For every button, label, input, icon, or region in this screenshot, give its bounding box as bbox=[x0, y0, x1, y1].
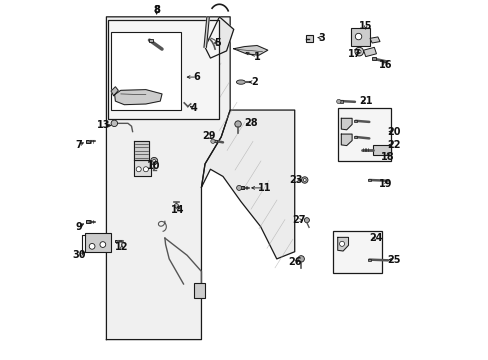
Text: 12: 12 bbox=[115, 242, 128, 252]
Circle shape bbox=[234, 121, 241, 127]
Circle shape bbox=[136, 167, 141, 172]
Circle shape bbox=[111, 120, 117, 127]
Bar bbox=[85, 233, 110, 252]
Text: 24: 24 bbox=[369, 233, 383, 243]
Bar bbox=[353, 120, 356, 122]
Bar bbox=[367, 179, 370, 181]
Text: 15: 15 bbox=[358, 21, 372, 31]
Text: 30: 30 bbox=[73, 250, 86, 260]
Text: 22: 22 bbox=[387, 140, 400, 150]
Bar bbox=[305, 35, 313, 41]
Text: 20: 20 bbox=[387, 127, 400, 136]
Text: 8: 8 bbox=[153, 5, 160, 15]
Text: 13: 13 bbox=[97, 121, 110, 130]
Text: 14: 14 bbox=[171, 206, 184, 216]
Text: 1: 1 bbox=[253, 52, 260, 62]
Text: 7: 7 bbox=[75, 140, 82, 150]
Polygon shape bbox=[111, 87, 118, 96]
Text: 21: 21 bbox=[359, 96, 372, 106]
Text: 6: 6 bbox=[193, 72, 200, 82]
Text: 28: 28 bbox=[244, 118, 257, 128]
Circle shape bbox=[357, 50, 360, 53]
Text: 11: 11 bbox=[257, 183, 270, 193]
Bar bbox=[111, 32, 181, 110]
Polygon shape bbox=[341, 118, 351, 130]
Polygon shape bbox=[115, 90, 162, 105]
Text: 3: 3 bbox=[318, 33, 325, 42]
Bar bbox=[148, 39, 153, 41]
Bar bbox=[115, 239, 118, 242]
Text: 19: 19 bbox=[379, 179, 392, 189]
Polygon shape bbox=[233, 45, 267, 55]
Bar bbox=[333, 231, 381, 273]
Circle shape bbox=[89, 243, 95, 249]
Circle shape bbox=[354, 47, 363, 56]
Polygon shape bbox=[337, 237, 348, 251]
Text: 29: 29 bbox=[202, 131, 215, 141]
Bar bbox=[339, 100, 342, 103]
Bar bbox=[351, 28, 369, 45]
Circle shape bbox=[336, 99, 340, 104]
Bar bbox=[193, 283, 204, 298]
Polygon shape bbox=[134, 141, 149, 160]
Text: 16: 16 bbox=[379, 60, 392, 70]
Text: 23: 23 bbox=[289, 175, 303, 185]
Text: 26: 26 bbox=[287, 257, 301, 267]
Polygon shape bbox=[341, 134, 351, 145]
Circle shape bbox=[355, 33, 361, 40]
Circle shape bbox=[143, 167, 148, 172]
Polygon shape bbox=[203, 17, 209, 47]
Circle shape bbox=[303, 179, 305, 181]
Bar bbox=[86, 140, 89, 143]
Polygon shape bbox=[201, 110, 294, 259]
Bar bbox=[353, 136, 356, 138]
Circle shape bbox=[152, 159, 155, 162]
Text: 25: 25 bbox=[387, 255, 400, 265]
Text: 2: 2 bbox=[250, 77, 257, 87]
Circle shape bbox=[301, 177, 307, 183]
Text: 9: 9 bbox=[75, 222, 82, 231]
Polygon shape bbox=[204, 17, 233, 58]
Text: 5: 5 bbox=[214, 38, 221, 48]
Bar bbox=[371, 57, 375, 60]
Bar bbox=[107, 21, 218, 119]
Circle shape bbox=[174, 204, 178, 208]
Circle shape bbox=[236, 185, 241, 190]
Text: 27: 27 bbox=[292, 215, 305, 225]
Circle shape bbox=[339, 241, 344, 246]
Bar bbox=[213, 140, 216, 142]
Text: 18: 18 bbox=[380, 152, 394, 162]
Circle shape bbox=[304, 218, 309, 223]
Text: 8: 8 bbox=[153, 5, 160, 15]
Bar bbox=[240, 186, 244, 189]
Polygon shape bbox=[106, 17, 230, 339]
Polygon shape bbox=[369, 37, 379, 43]
Text: 4: 4 bbox=[190, 103, 197, 113]
Polygon shape bbox=[363, 47, 376, 57]
Bar bbox=[86, 220, 89, 223]
Circle shape bbox=[297, 256, 304, 262]
Ellipse shape bbox=[236, 80, 245, 84]
Text: 17: 17 bbox=[347, 49, 361, 59]
Polygon shape bbox=[134, 160, 151, 176]
Circle shape bbox=[150, 157, 158, 165]
Circle shape bbox=[100, 242, 105, 247]
Bar bbox=[337, 108, 390, 161]
Text: 10: 10 bbox=[147, 161, 161, 171]
Circle shape bbox=[210, 139, 215, 143]
Bar bbox=[372, 145, 390, 155]
Bar bbox=[367, 258, 370, 261]
